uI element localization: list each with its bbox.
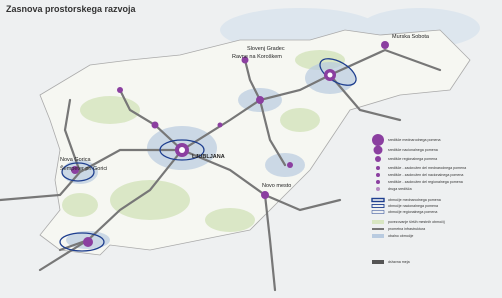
city-label: LJUBLJANA [192,154,225,160]
legend-symbol [375,156,381,162]
city-label: Nova Gorica [60,157,92,163]
legend-label: prometna infrastruktura [388,227,425,231]
legend-label: območje regionalnega pomena [388,210,437,214]
legend: središče mednarodnega pomena središče nac… [371,134,466,264]
legend-symbol [372,234,384,238]
city-label: Šempeter pri Gorici [60,165,107,172]
city-label: Murska Sobota [392,34,430,40]
map-title: Zasnova prostorskega razvoja [6,4,137,14]
legend-label: državna meja [388,260,410,264]
legend-label: povezovanje širših mestnih območij [388,220,445,224]
legend-label: središče - zaokrožen del mednarodnega po… [388,166,466,170]
centres [71,41,389,247]
legend-symbol [372,260,384,264]
city-label: Ravne na Koroškem [232,54,282,60]
green-areas [62,50,345,232]
legend-symbol [371,210,385,214]
legend-symbol [372,220,384,224]
city-label: Novo mesto [262,183,291,189]
legend-label: druga središča [388,187,412,191]
legend-symbol [376,173,380,177]
legend-symbol [373,145,383,155]
legend-symbol [376,180,380,184]
legend-symbol [371,204,385,208]
legend-symbol [376,166,380,170]
legend-label: središče - zaokrožen del nacionalnega po… [388,173,463,177]
legend-label: središče - zaokrožen del regionalnega po… [388,180,463,184]
legend-label: središče nacionalnega pomena [388,148,438,152]
city-areas [59,58,357,252]
legend-symbol [371,197,385,203]
legend-label: območje mednarodnega pomena [388,198,441,202]
legend-label: območje nacionalnega pomena [388,204,438,208]
legend-symbol [372,134,384,146]
legend-label: obalno območje [388,234,413,238]
legend-label: središče regionalnega pomena [388,157,437,161]
city-label: Slovenj Gradec [247,46,285,52]
legend-label: središče mednarodnega pomena [388,138,441,142]
legend-symbol [376,187,380,191]
